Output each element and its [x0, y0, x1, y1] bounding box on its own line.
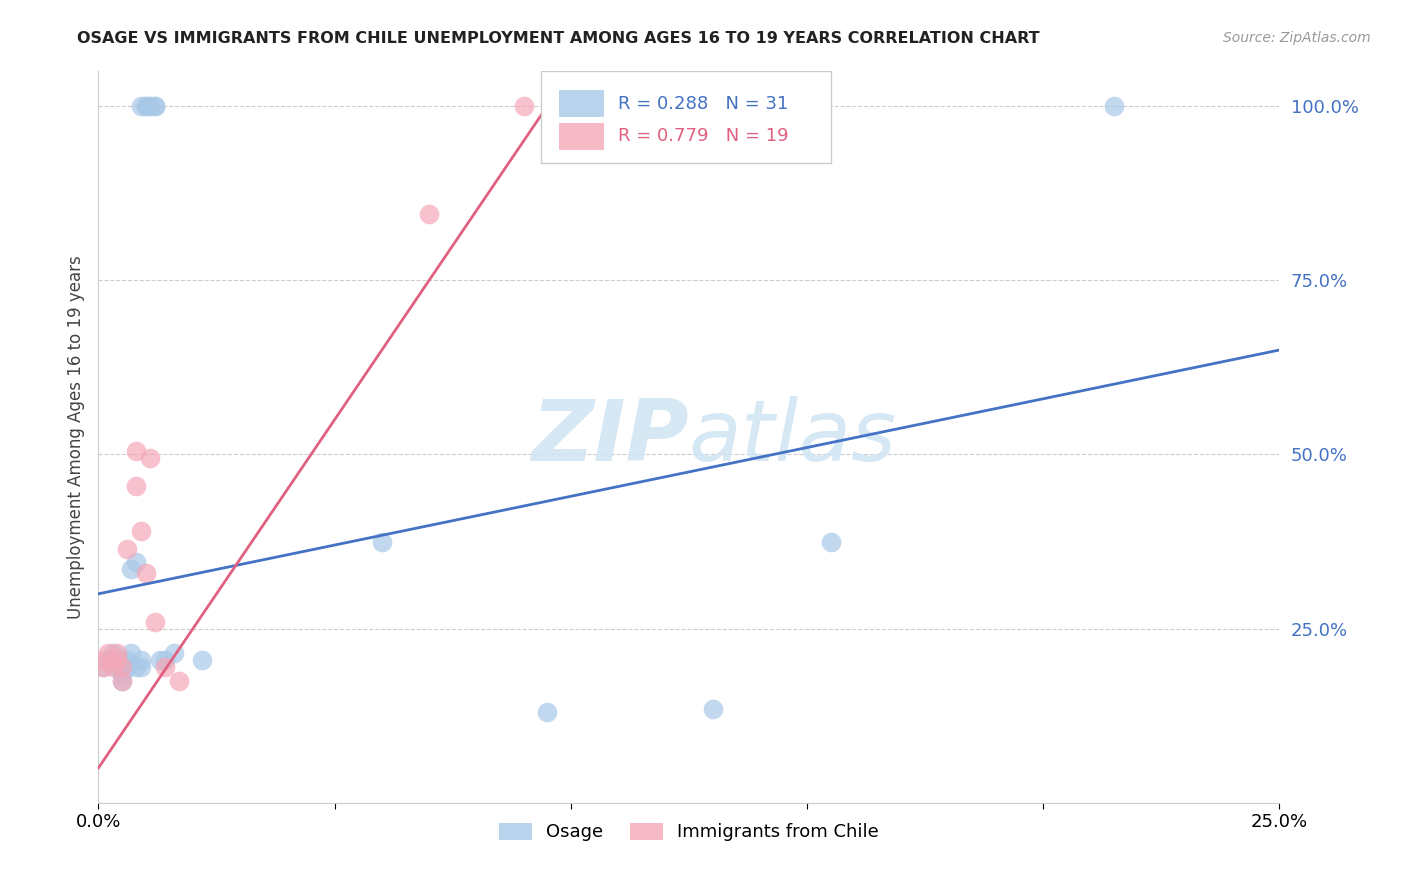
FancyBboxPatch shape: [560, 122, 605, 151]
Point: [371, 534, 394, 549]
Point: [125, 479, 148, 493]
Point: [149, 653, 172, 667]
Point: [105, 653, 128, 667]
Point: [139, 99, 162, 113]
Point: [125, 556, 148, 570]
Text: ZIP: ZIP: [531, 395, 689, 479]
Point: [91, 660, 114, 674]
Point: [1102, 99, 1125, 113]
Text: Source: ZipAtlas.com: Source: ZipAtlas.com: [1223, 31, 1371, 45]
Point: [115, 660, 138, 674]
Point: [111, 660, 134, 674]
Point: [163, 646, 186, 660]
Point: [191, 653, 214, 667]
Point: [105, 660, 128, 674]
Point: [143, 99, 166, 113]
Point: [702, 702, 724, 716]
Point: [97, 646, 120, 660]
Text: OSAGE VS IMMIGRANTS FROM CHILE UNEMPLOYMENT AMONG AGES 16 TO 19 YEARS CORRELATIO: OSAGE VS IMMIGRANTS FROM CHILE UNEMPLOYM…: [77, 31, 1040, 46]
Point: [97, 653, 120, 667]
Point: [167, 673, 190, 688]
Text: R = 0.779   N = 19: R = 0.779 N = 19: [619, 128, 789, 145]
Point: [101, 660, 124, 674]
Point: [111, 673, 134, 688]
Point: [143, 615, 166, 629]
Point: [129, 660, 152, 674]
Point: [135, 99, 157, 113]
Point: [111, 667, 134, 681]
Point: [125, 660, 148, 674]
Point: [91, 653, 114, 667]
FancyBboxPatch shape: [541, 71, 831, 163]
Y-axis label: Unemployment Among Ages 16 to 19 years: Unemployment Among Ages 16 to 19 years: [66, 255, 84, 619]
Point: [143, 99, 166, 113]
Point: [115, 653, 138, 667]
Point: [153, 660, 176, 674]
Point: [418, 207, 440, 221]
Text: atlas: atlas: [689, 395, 897, 479]
Point: [129, 653, 152, 667]
Point: [121, 646, 143, 660]
Point: [91, 660, 114, 674]
Point: [115, 541, 138, 556]
Point: [101, 646, 124, 660]
Legend: Osage, Immigrants from Chile: Osage, Immigrants from Chile: [492, 815, 886, 848]
Point: [129, 524, 152, 538]
Point: [139, 450, 162, 465]
Point: [512, 99, 534, 113]
Point: [536, 705, 558, 719]
Text: R = 0.288   N = 31: R = 0.288 N = 31: [619, 95, 789, 112]
Point: [111, 660, 134, 674]
Point: [111, 673, 134, 688]
Point: [105, 653, 128, 667]
Point: [125, 444, 148, 458]
Point: [135, 566, 157, 580]
Point: [121, 562, 143, 576]
FancyBboxPatch shape: [560, 90, 605, 118]
Point: [153, 653, 176, 667]
Point: [135, 99, 157, 113]
Point: [820, 534, 842, 549]
Point: [105, 646, 128, 660]
Point: [129, 99, 152, 113]
